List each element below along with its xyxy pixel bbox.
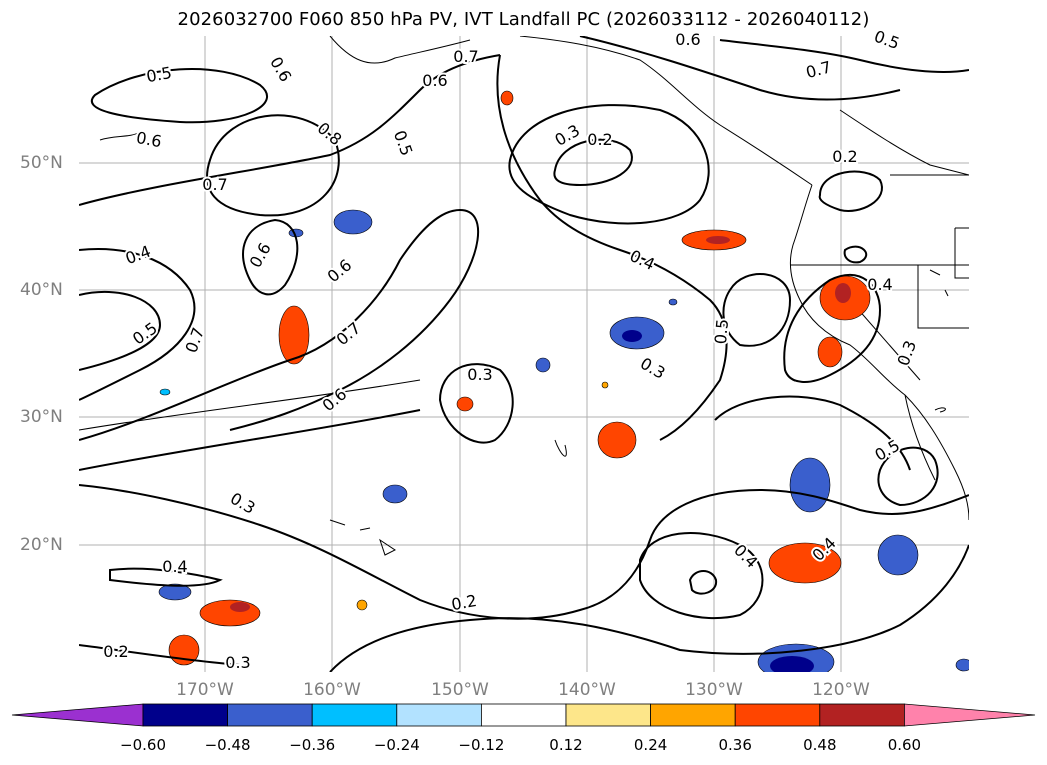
colorbar-tick-label: −0.60 [120, 736, 166, 754]
lon-label-130w: 130°W [685, 680, 743, 700]
lat-label-20n: 20°N [20, 535, 63, 555]
pv-contours [79, 36, 969, 672]
colorbar-tick-label: 0.12 [549, 736, 583, 754]
colorbar-tick-label: 0.24 [633, 736, 668, 754]
colorbar-tick-label: −0.36 [289, 736, 336, 754]
filled-regions [158, 90, 969, 672]
colorbar-segment [311, 703, 398, 727]
map-title: 2026032700 F060 850 hPa PV, IVT Landfall… [177, 9, 870, 30]
colorbar-tick-label: 0.36 [718, 736, 752, 754]
colorbar-segment [480, 703, 567, 727]
colorbar-segment [227, 703, 313, 727]
colorbar-segment [734, 703, 821, 727]
colorbar-tick-label: −0.24 [373, 736, 420, 754]
colorbar-tick-label: 0.48 [803, 736, 837, 754]
lat-label-50n: 50°N [20, 153, 63, 173]
map-plot [79, 36, 969, 672]
colorbar-tick-label: 0.60 [887, 736, 922, 754]
colorbar-segment [819, 703, 905, 727]
colorbar-segment [396, 703, 482, 727]
colorbar-extend-min [11, 703, 144, 727]
colorbar-tick-label: −0.48 [204, 736, 251, 754]
colorbar-extend-max [904, 703, 1036, 727]
colorbar [11, 703, 1036, 727]
colorbar-tick-label: −0.12 [458, 736, 505, 754]
lon-label-120w: 120°W [812, 680, 870, 700]
lat-label-40n: 40°N [20, 280, 63, 300]
lon-label-140w: 140°W [558, 680, 616, 700]
pv-contours-thin [79, 379, 567, 457]
lon-label-160w: 160°W [303, 680, 361, 700]
colorbar-segment [565, 703, 651, 727]
colorbar-segment [650, 703, 736, 727]
lon-label-150w: 150°W [431, 680, 489, 700]
colorbar-segment [142, 703, 228, 727]
lat-label-30n: 30°N [20, 407, 63, 427]
lon-label-170w: 170°W [176, 680, 234, 700]
